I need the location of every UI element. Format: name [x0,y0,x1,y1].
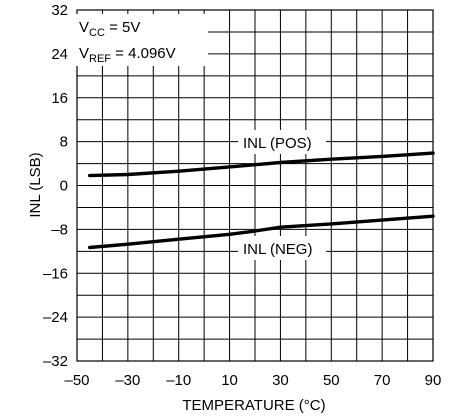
x-tick-label: 30 [272,372,289,389]
series-label-pos: INL (POS) [243,135,312,152]
conditions-box [74,14,208,66]
y-tick-label: 24 [51,46,68,63]
neg-label-box [238,236,326,260]
y-tick-label: 16 [51,90,68,107]
inl-pos-line [87,151,435,178]
x-tick-label: –10 [166,372,191,389]
vref-value: = 4.096V [111,45,176,62]
inl-neg-line [87,214,435,250]
y-tick-label: –16 [43,265,68,282]
x-tick-label: –50 [64,372,89,389]
x-tick-label: –30 [115,372,140,389]
y-tick-label: –32 [43,353,68,370]
series-lines [87,151,435,250]
x-tick-label: 90 [425,372,442,389]
y-axis-label: INL (LSB) [27,152,44,217]
vcc-value: = 5V [105,19,140,36]
vcc-condition: VCC = 5V [79,19,140,39]
y-tick-label: 8 [60,134,68,151]
y-tick-labels: 32 24 16 8 0 –8 –16 –24 –32 [43,2,68,370]
x-tick-label: 70 [374,372,391,389]
x-axis-label: TEMPERATURE (°C) [182,397,325,414]
y-tick-label: –8 [51,221,68,238]
pos-label-box [238,130,326,154]
y-tick-label: 32 [51,2,68,19]
x-tick-label: 50 [323,372,340,389]
vref-symbol: V [79,45,89,62]
vcc-symbol: V [79,19,89,36]
y-tick-label: 0 [60,178,68,195]
plot-frame [76,9,434,362]
vref-subscript: REF [89,53,111,65]
y-tick-label: –24 [43,309,68,326]
x-tick-labels: –50 –30 –10 10 30 50 70 90 [64,372,441,389]
vcc-subscript: CC [89,27,105,39]
vref-condition: VREF = 4.096V [79,45,176,65]
series-label-neg: INL (NEG) [243,241,312,258]
x-tick-label: 10 [221,372,238,389]
